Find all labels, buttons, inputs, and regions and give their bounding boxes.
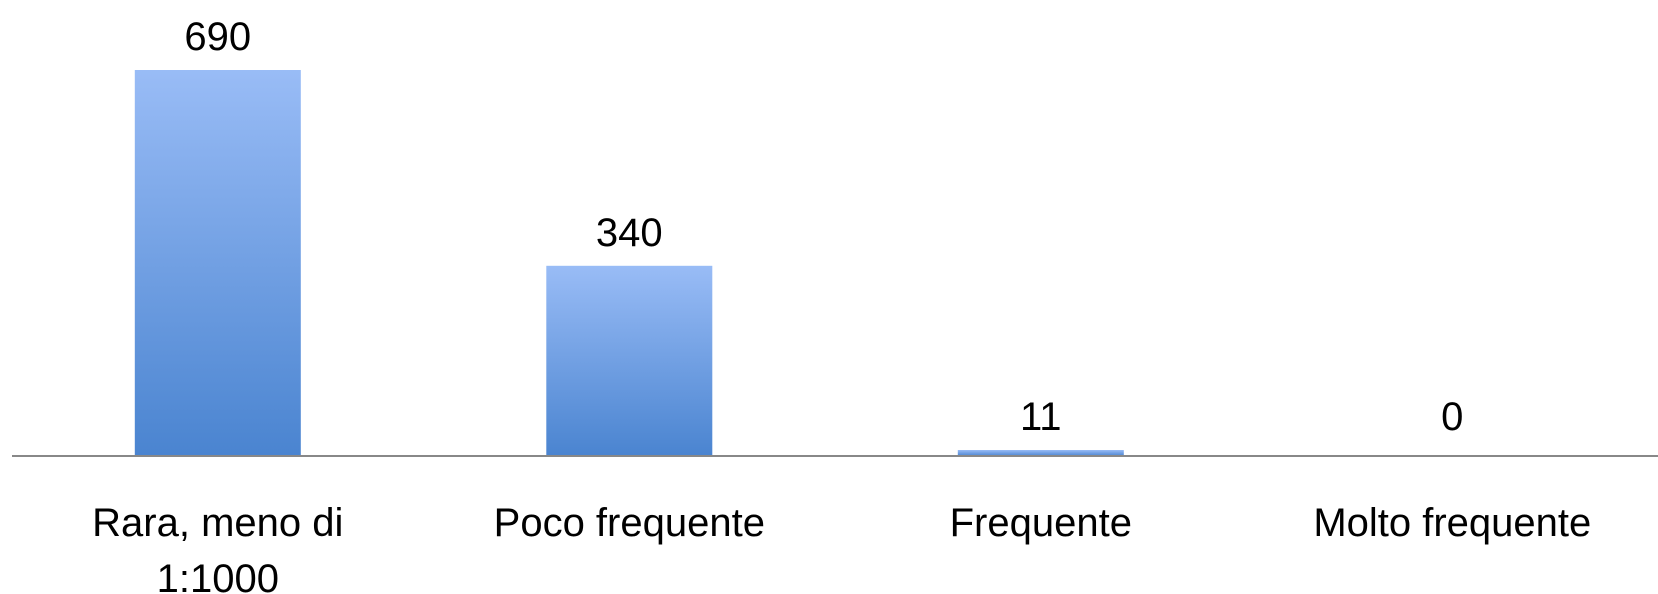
x-tick-label: Molto frequente [1313,501,1591,545]
x-tick-label: 1:1000 [157,557,279,594]
data-label: 0 [1441,395,1463,439]
bar [957,450,1124,456]
bars [134,70,1124,456]
x-tick-label: Frequente [950,501,1132,545]
data-label: 690 [184,15,251,59]
data-labels: 690 340 11 0 [184,15,1463,439]
x-tick-label: Poco frequente [494,501,765,545]
bar [134,70,301,456]
data-label: 340 [596,211,663,255]
x-axis-tick-labels: Rara, meno di 1:1000 Poco frequente Frequen… [92,501,1591,594]
data-label: 11 [1020,395,1062,439]
bar [546,265,713,456]
x-tick-label: Rara, meno di [92,501,343,545]
